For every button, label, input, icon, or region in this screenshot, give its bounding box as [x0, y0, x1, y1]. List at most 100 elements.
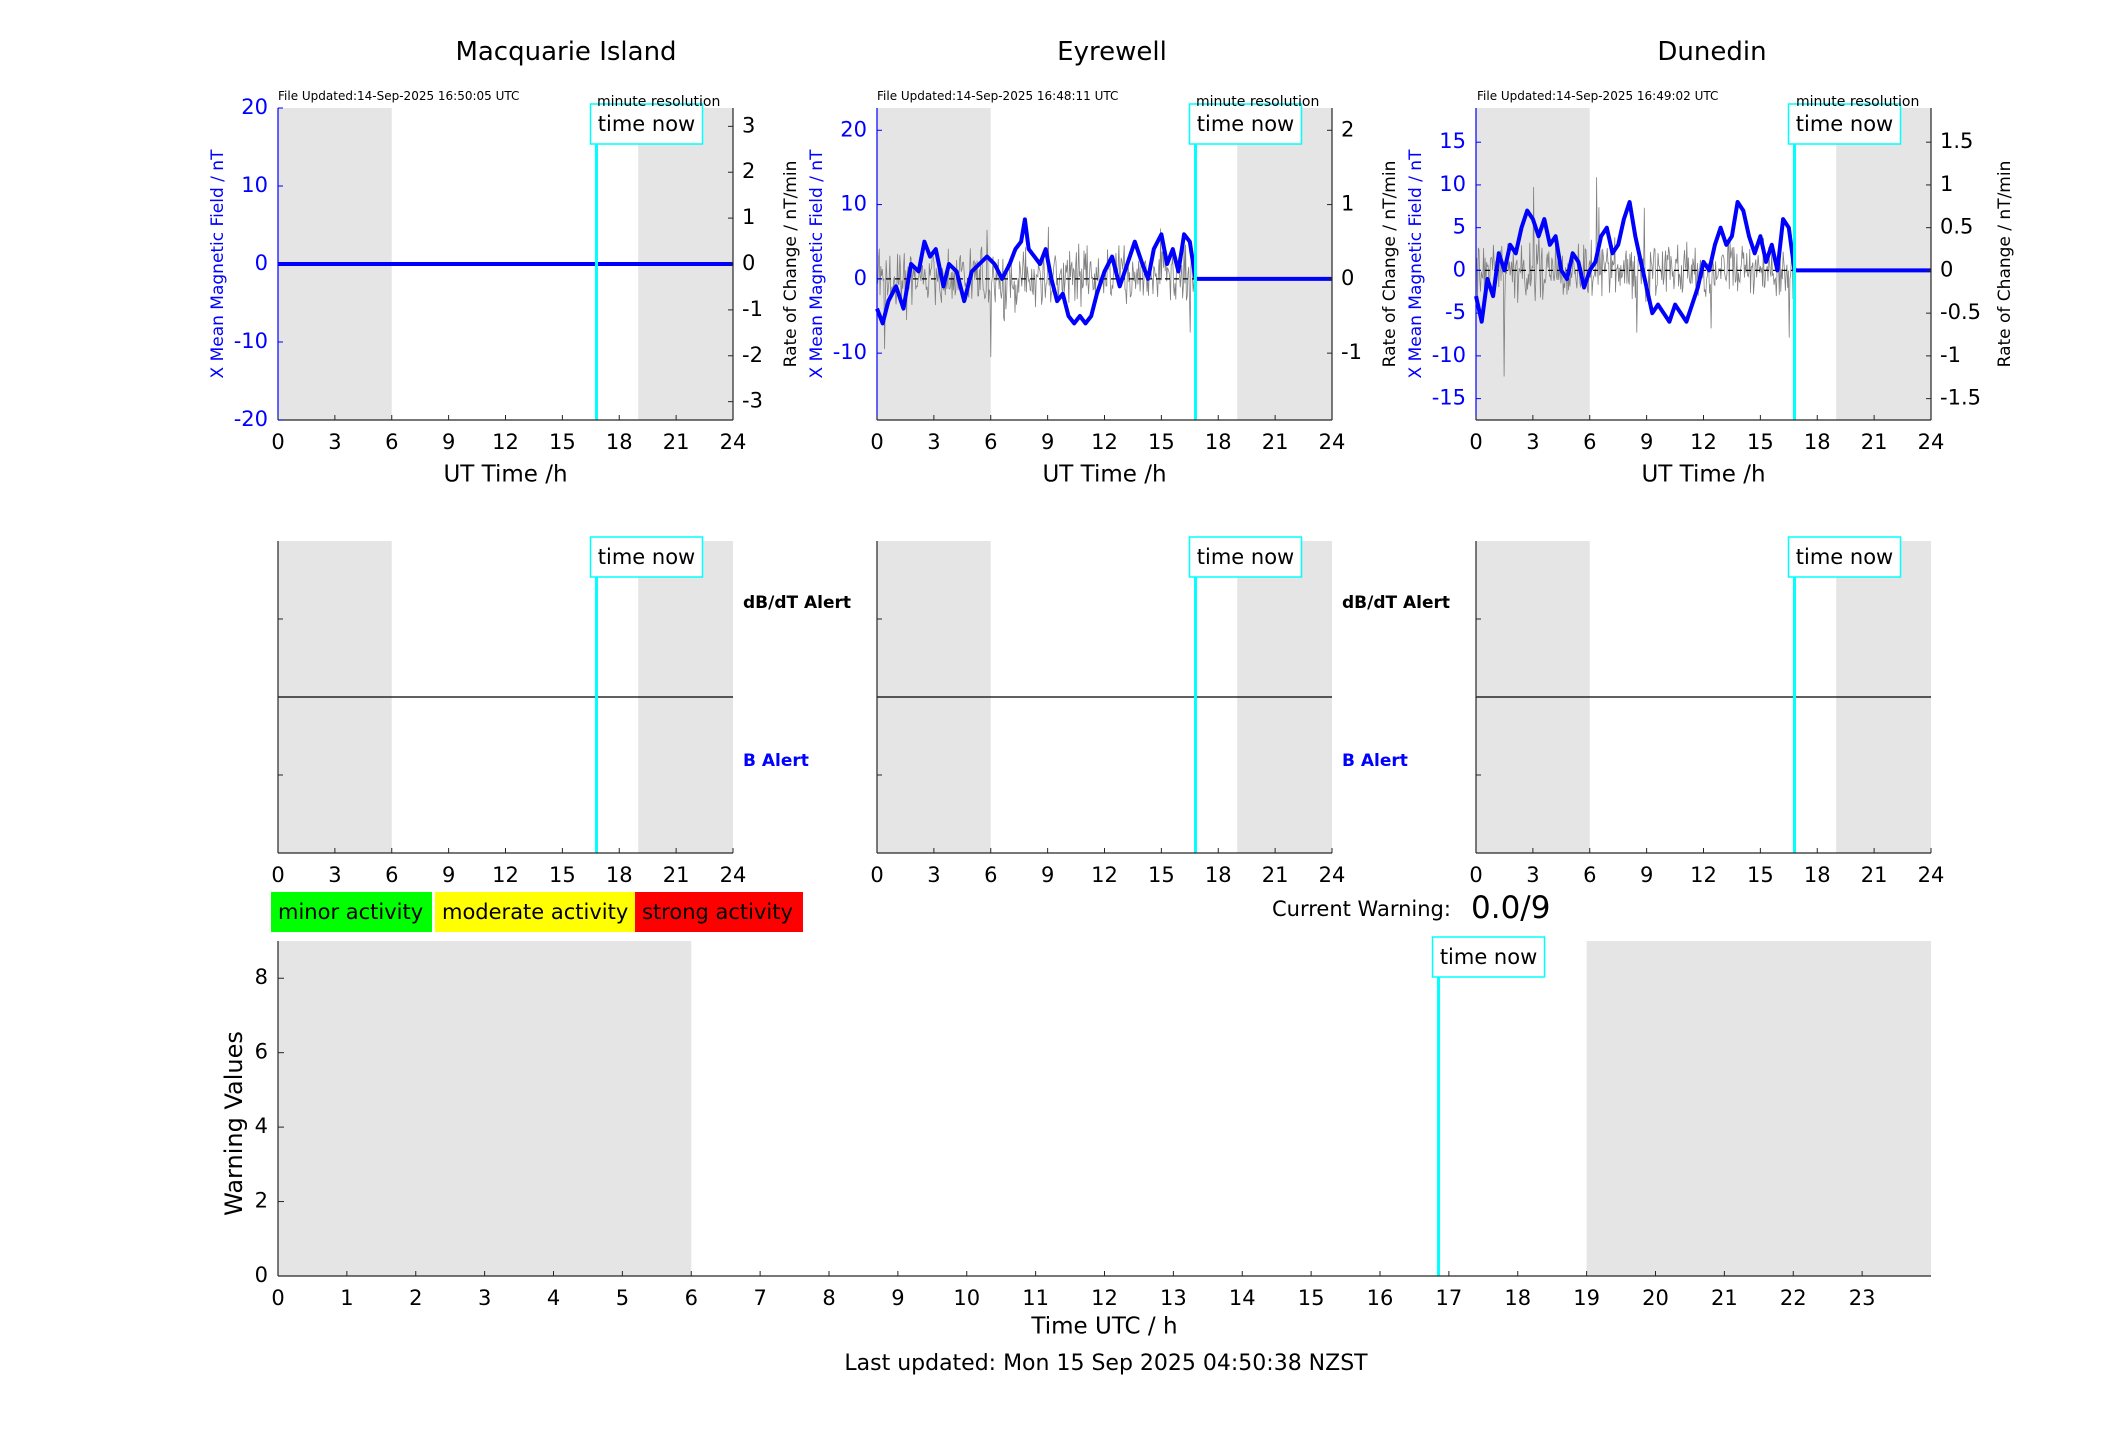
alert-panel-2-x-tick-label: 0	[1469, 863, 1482, 887]
alert-panel-0-time-now-label: time now	[598, 545, 695, 569]
alert-panel-1-x-tick-label: 12	[1091, 863, 1118, 887]
magnetometer-1-x-tick-label: 15	[1148, 430, 1175, 454]
warning-chart-x-tick-label: 2	[409, 1286, 422, 1310]
magnetometer-1-y-right-tick-label: 2	[1341, 117, 1354, 141]
alert-panel-1-x-tick-label: 9	[1041, 863, 1054, 887]
station-title-macquarie: Macquarie Island	[455, 37, 677, 67]
alert-panel-0-x-tick-label: 9	[442, 863, 455, 887]
magnetometer-1-x-axis-label: UT Time /h	[1042, 462, 1166, 488]
warning-chart-x-tick-label: 23	[1849, 1286, 1876, 1310]
magnetometer-2-y-left-tick-label: 0	[1453, 257, 1466, 281]
file-updated-macquarie: File Updated:14-Sep-2025 16:50:05 UTC	[278, 89, 520, 103]
legend-moderate-activity: moderate activity	[435, 892, 635, 932]
warning-chart-y-tick-label: 8	[255, 965, 268, 989]
magnetometer-1-time-now-box	[1188, 103, 1303, 145]
magnetometer-2-x-tick-label: 21	[1861, 430, 1888, 454]
magnetometer-2-x-tick-label: 3	[1526, 430, 1539, 454]
resolution-label-macquarie: minute resolution	[597, 94, 721, 110]
magnetometer-0-y-right-tick-label: -1	[742, 297, 763, 321]
alert-panel-2-x-tick-label: 18	[1804, 863, 1831, 887]
magnetometer-2-y-left-tick-label: -5	[1445, 300, 1466, 324]
magnetometer-2-time-now-box	[1787, 103, 1902, 145]
alert-panel-1-dbdt-alert-label: dB/dT Alert	[1342, 593, 1450, 613]
warning-chart-x-axis-label: Time UTC / h	[1030, 1314, 1177, 1340]
magnetometer-0-y-right-tick-label: -2	[742, 343, 763, 367]
magnetometer-1-y-right-axis-label: Rate of Change / nT/min	[1380, 161, 1400, 368]
warning-chart-x-tick-label: 17	[1436, 1286, 1463, 1310]
magnetometer-2-x-tick-label: 0	[1469, 430, 1482, 454]
magnetometer-0-y-right-tick-label: 0	[742, 251, 755, 275]
magnetometer-2-x-tick-label: 6	[1583, 430, 1596, 454]
magnetometer-2-y-right-axis-label: Rate of Change / nT/min	[1995, 161, 2015, 368]
warning-chart-time-now-label: time now	[1440, 945, 1537, 969]
magnetometer-0-y-left-tick-label: -20	[234, 407, 268, 431]
warning-chart-x-tick-label: 13	[1160, 1286, 1187, 1310]
magnetometer-0-y-left-tick-label: 0	[255, 251, 268, 275]
alert-panel-0-time-now-box	[589, 536, 704, 578]
alert-panel-1-time-now-label: time now	[1197, 545, 1294, 569]
warning-chart-shaded-region-1	[1586, 941, 1931, 1276]
current-warning-value: 0.0/9	[1471, 890, 1551, 926]
alert-panel-1-x-tick-label: 3	[927, 863, 940, 887]
alert-panel-0-x-tick-label: 15	[549, 863, 576, 887]
magnetometer-0-x-tick-label: 18	[606, 430, 633, 454]
magnetometer-2-x-tick-label: 18	[1804, 430, 1831, 454]
magnetometer-0-x-axis-label: UT Time /h	[443, 462, 567, 488]
alert-panel-0-x-tick-label: 21	[663, 863, 690, 887]
magnetometer-2-y-left-tick-label: -10	[1432, 343, 1466, 367]
magnetometer-0-y-right-tick-label: 1	[742, 205, 755, 229]
alert-panel-0-x-tick-label: 24	[720, 863, 747, 887]
magnetometer-1-x-tick-label: 6	[984, 430, 997, 454]
warning-chart-x-tick-label: 12	[1091, 1286, 1118, 1310]
warning-chart-x-tick-label: 0	[271, 1286, 284, 1310]
alert-panel-1-x-tick-label: 24	[1319, 863, 1346, 887]
warning-chart-y-tick-label: 4	[255, 1114, 268, 1138]
magnetometer-2-y-right-tick-label: 0	[1940, 257, 1953, 281]
alert-panel-1-time-now-box	[1188, 536, 1303, 578]
warning-chart-y-tick-label: 0	[255, 1263, 268, 1287]
resolution-label-eyrewell: minute resolution	[1196, 94, 1320, 110]
warning-chart-x-tick-label: 7	[753, 1286, 766, 1310]
alert-panel-0-x-tick-label: 3	[328, 863, 341, 887]
alert-panel-2-x-tick-label: 9	[1640, 863, 1653, 887]
magnetometer-0-y-left-tick-label: -10	[234, 329, 268, 353]
magnetometer-1-y-left-axis-label: X Mean Magnetic Field / nT	[807, 149, 827, 379]
magnetometer-2-y-left-tick-label: 15	[1439, 129, 1466, 153]
alert-panel-0-x-tick-label: 12	[492, 863, 519, 887]
warning-chart-x-tick-label: 21	[1711, 1286, 1738, 1310]
magnetometer-0-x-tick-label: 21	[663, 430, 690, 454]
magnetometer-0-x-tick-label: 9	[442, 430, 455, 454]
warning-chart-x-tick-label: 9	[891, 1286, 904, 1310]
magnetometer-2-x-axis-label: UT Time /h	[1641, 462, 1765, 488]
magnetometer-0-time-now-label: time now	[598, 112, 695, 136]
warning-chart-x-tick-label: 5	[616, 1286, 629, 1310]
magnetometer-2-y-left-axis-label: X Mean Magnetic Field / nT	[1406, 149, 1426, 379]
magnetometer-1-y-right-tick-label: 1	[1341, 192, 1354, 216]
warning-chart-x-tick-label: 20	[1642, 1286, 1669, 1310]
alert-panel-2-x-tick-label: 24	[1918, 863, 1945, 887]
magnetometer-2-y-right-tick-label: 1.5	[1940, 129, 1973, 153]
alert-panel-1-x-tick-label: 18	[1205, 863, 1232, 887]
magnetometer-2-x-tick-label: 12	[1690, 430, 1717, 454]
magnetometer-2-y-right-tick-label: -1.5	[1940, 386, 1981, 410]
magnetometer-1-y-right-tick-label: -1	[1341, 340, 1362, 364]
alert-panel-0-b-alert-label: B Alert	[743, 751, 809, 771]
warning-chart-x-tick-label: 22	[1780, 1286, 1807, 1310]
warning-chart-y-axis-label: Warning Values	[220, 1031, 248, 1216]
magnetometer-1-x-tick-label: 24	[1319, 430, 1346, 454]
warning-chart-shaded-region-0	[278, 941, 692, 1276]
alert-panel-0-x-tick-label: 18	[606, 863, 633, 887]
file-updated-dunedin: File Updated:14-Sep-2025 16:49:02 UTC	[1477, 89, 1719, 103]
warning-chart-x-tick-label: 10	[953, 1286, 980, 1310]
magnetometer-0-x-tick-label: 24	[720, 430, 747, 454]
magnetometer-2-time-now-label: time now	[1796, 112, 1893, 136]
warning-chart-x-tick-label: 4	[547, 1286, 560, 1310]
magnetometer-0-y-right-tick-label: 2	[742, 159, 755, 183]
alert-panel-2-time-now-label: time now	[1796, 545, 1893, 569]
alert-panel-1-x-tick-label: 21	[1262, 863, 1289, 887]
alert-panel-2-x-tick-label: 6	[1583, 863, 1596, 887]
station-title-dunedin: Dunedin	[1657, 37, 1767, 67]
magnetometer-2-y-left-tick-label: 10	[1439, 172, 1466, 196]
legend-minor-activity: minor activity	[271, 892, 432, 932]
